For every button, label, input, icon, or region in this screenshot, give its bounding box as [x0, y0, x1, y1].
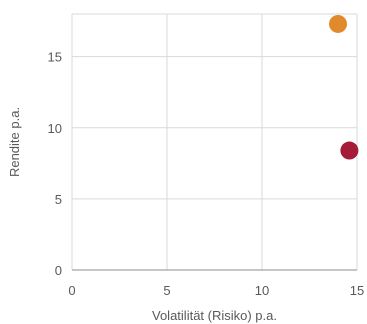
- x-tick-label-5: 5: [163, 283, 170, 298]
- y-tick-labels: 0 5 10 15: [48, 50, 62, 278]
- y-tick-label-5: 5: [55, 192, 62, 207]
- x-tick-label-15: 15: [350, 283, 364, 298]
- x-tick-label-10: 10: [255, 283, 269, 298]
- x-axis-title: Volatilität (Risiko) p.a.: [152, 308, 277, 323]
- y-tick-label-10: 10: [48, 121, 62, 136]
- y-axis-title: Rendite p.a.: [7, 107, 22, 177]
- data-point-2: [340, 141, 359, 160]
- data-point-1: [329, 14, 347, 33]
- y-tick-label-0: 0: [55, 263, 62, 278]
- grid-lines: [71, 13, 358, 270]
- y-tick-label-15: 15: [48, 50, 62, 65]
- x-tick-label-0: 0: [68, 283, 75, 298]
- data-points: [329, 14, 359, 160]
- x-tick-labels: 0 5 10 15: [68, 283, 364, 298]
